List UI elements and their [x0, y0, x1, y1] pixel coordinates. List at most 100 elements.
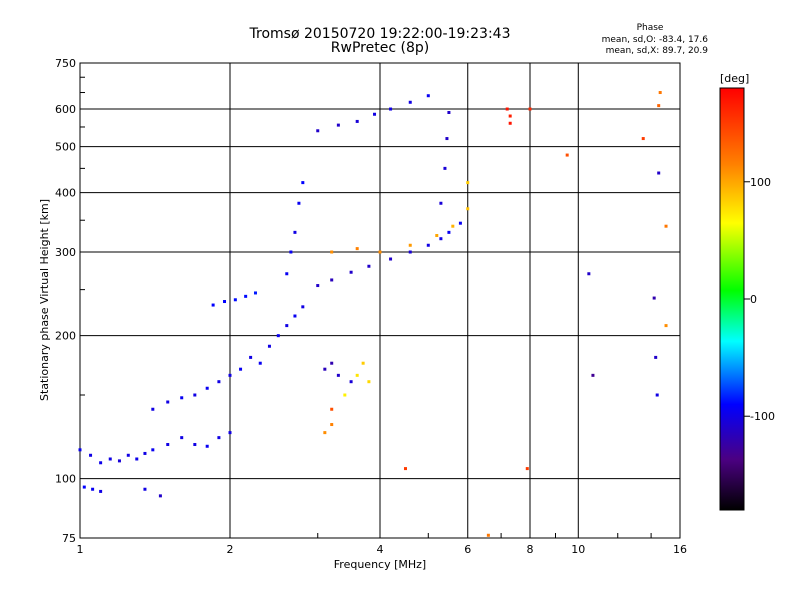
data-point [108, 457, 112, 461]
colorbar-ticks: 100 0 -100 [744, 176, 775, 423]
data-point [343, 393, 347, 397]
x-tick-label: 10 [571, 543, 585, 556]
data-point [408, 100, 412, 104]
x-axis-label: Frequency [MHz] [334, 558, 426, 571]
data-point [349, 380, 353, 384]
data-point [389, 257, 393, 261]
data-point [349, 270, 353, 274]
data-point [276, 334, 280, 338]
colorbar [719, 87, 745, 511]
colorbar-tick-label: -100 [750, 410, 775, 423]
chart-subtitle: RwPretec (8p) [331, 40, 429, 56]
data-point [211, 303, 215, 307]
data-point [641, 137, 645, 141]
data-point [373, 112, 377, 116]
data-point [664, 324, 668, 328]
data-point [99, 489, 103, 493]
y-tick-label: 75 [62, 532, 76, 545]
data-point [297, 201, 301, 205]
y-axis-label: Stationary phase Virtual Height [km] [38, 199, 51, 401]
x-tick-label: 6 [464, 543, 471, 556]
data-point [435, 234, 439, 238]
data-point [143, 487, 147, 491]
y-tick-label: 400 [55, 187, 76, 200]
data-point [249, 355, 253, 359]
data-point [408, 243, 412, 247]
data-point [330, 407, 334, 411]
data-point [180, 436, 184, 440]
axis-ticks: 1 2 4 6 8 10 16 75 100 200 300 400 500 600 750 [55, 57, 687, 556]
chart-title: Tromsø 20150720 19:22:00-19:23:43 [249, 26, 511, 42]
x-tick-label: 4 [377, 543, 384, 556]
data-point [445, 137, 449, 141]
data-point [367, 380, 371, 384]
data-point [657, 104, 661, 108]
data-point [258, 361, 262, 365]
data-point [180, 396, 184, 400]
data-point [293, 230, 297, 234]
data-point [654, 355, 658, 359]
data-point [330, 278, 334, 282]
data-point [587, 272, 591, 276]
data-point [253, 291, 257, 295]
data-point [228, 431, 232, 435]
data-point [652, 296, 656, 300]
data-point [217, 436, 221, 440]
data-point [143, 451, 147, 455]
data-point [528, 107, 532, 111]
data-point [466, 181, 470, 185]
data-point [355, 247, 359, 251]
data-point [330, 423, 334, 427]
data-point [78, 448, 82, 452]
data-point [193, 393, 197, 397]
data-point [591, 373, 595, 377]
colorbar-tick-label: 100 [750, 176, 771, 189]
data-point [389, 107, 393, 111]
data-point [126, 453, 130, 457]
data-point [228, 373, 232, 377]
data-point [135, 457, 139, 461]
data-point [486, 533, 490, 537]
data-point [301, 181, 305, 185]
data-point [408, 250, 412, 254]
data-point [233, 298, 237, 302]
data-point [655, 393, 659, 397]
data-point [151, 407, 155, 411]
data-point [158, 494, 162, 498]
data-point [505, 107, 509, 111]
colorbar-tick-label: 0 [750, 293, 757, 306]
data-point [336, 373, 340, 377]
data-point [458, 221, 462, 225]
y-tick-label: 200 [55, 330, 76, 343]
data-point [244, 294, 248, 298]
data-point [508, 121, 512, 125]
data-point [285, 272, 289, 276]
data-point [223, 300, 227, 304]
data-point [525, 467, 529, 471]
data-point [289, 250, 293, 254]
data-point [267, 344, 271, 348]
x-tick-label: 16 [673, 543, 687, 556]
y-tick-label: 750 [55, 57, 76, 70]
data-point [378, 250, 382, 254]
data-point [447, 230, 451, 234]
x-tick-label: 2 [227, 543, 234, 556]
stats-line-o: mean, sd,O: -83.4, 17.6 [602, 35, 709, 45]
data-point [451, 224, 455, 228]
data-point [205, 386, 209, 390]
data-point [355, 119, 359, 123]
data-point [151, 448, 155, 452]
y-tick-label: 500 [55, 141, 76, 154]
x-tick-label: 1 [77, 543, 84, 556]
data-point [82, 485, 86, 489]
data-point [285, 324, 289, 328]
data-point [355, 373, 359, 377]
data-point [89, 453, 93, 457]
data-point [565, 153, 569, 157]
y-tick-label: 600 [55, 103, 76, 116]
data-point [361, 361, 365, 365]
data-point [217, 380, 221, 384]
data-point [193, 443, 197, 447]
stats-line-x: mean, sd,X: 89.7, 20.9 [606, 46, 709, 56]
